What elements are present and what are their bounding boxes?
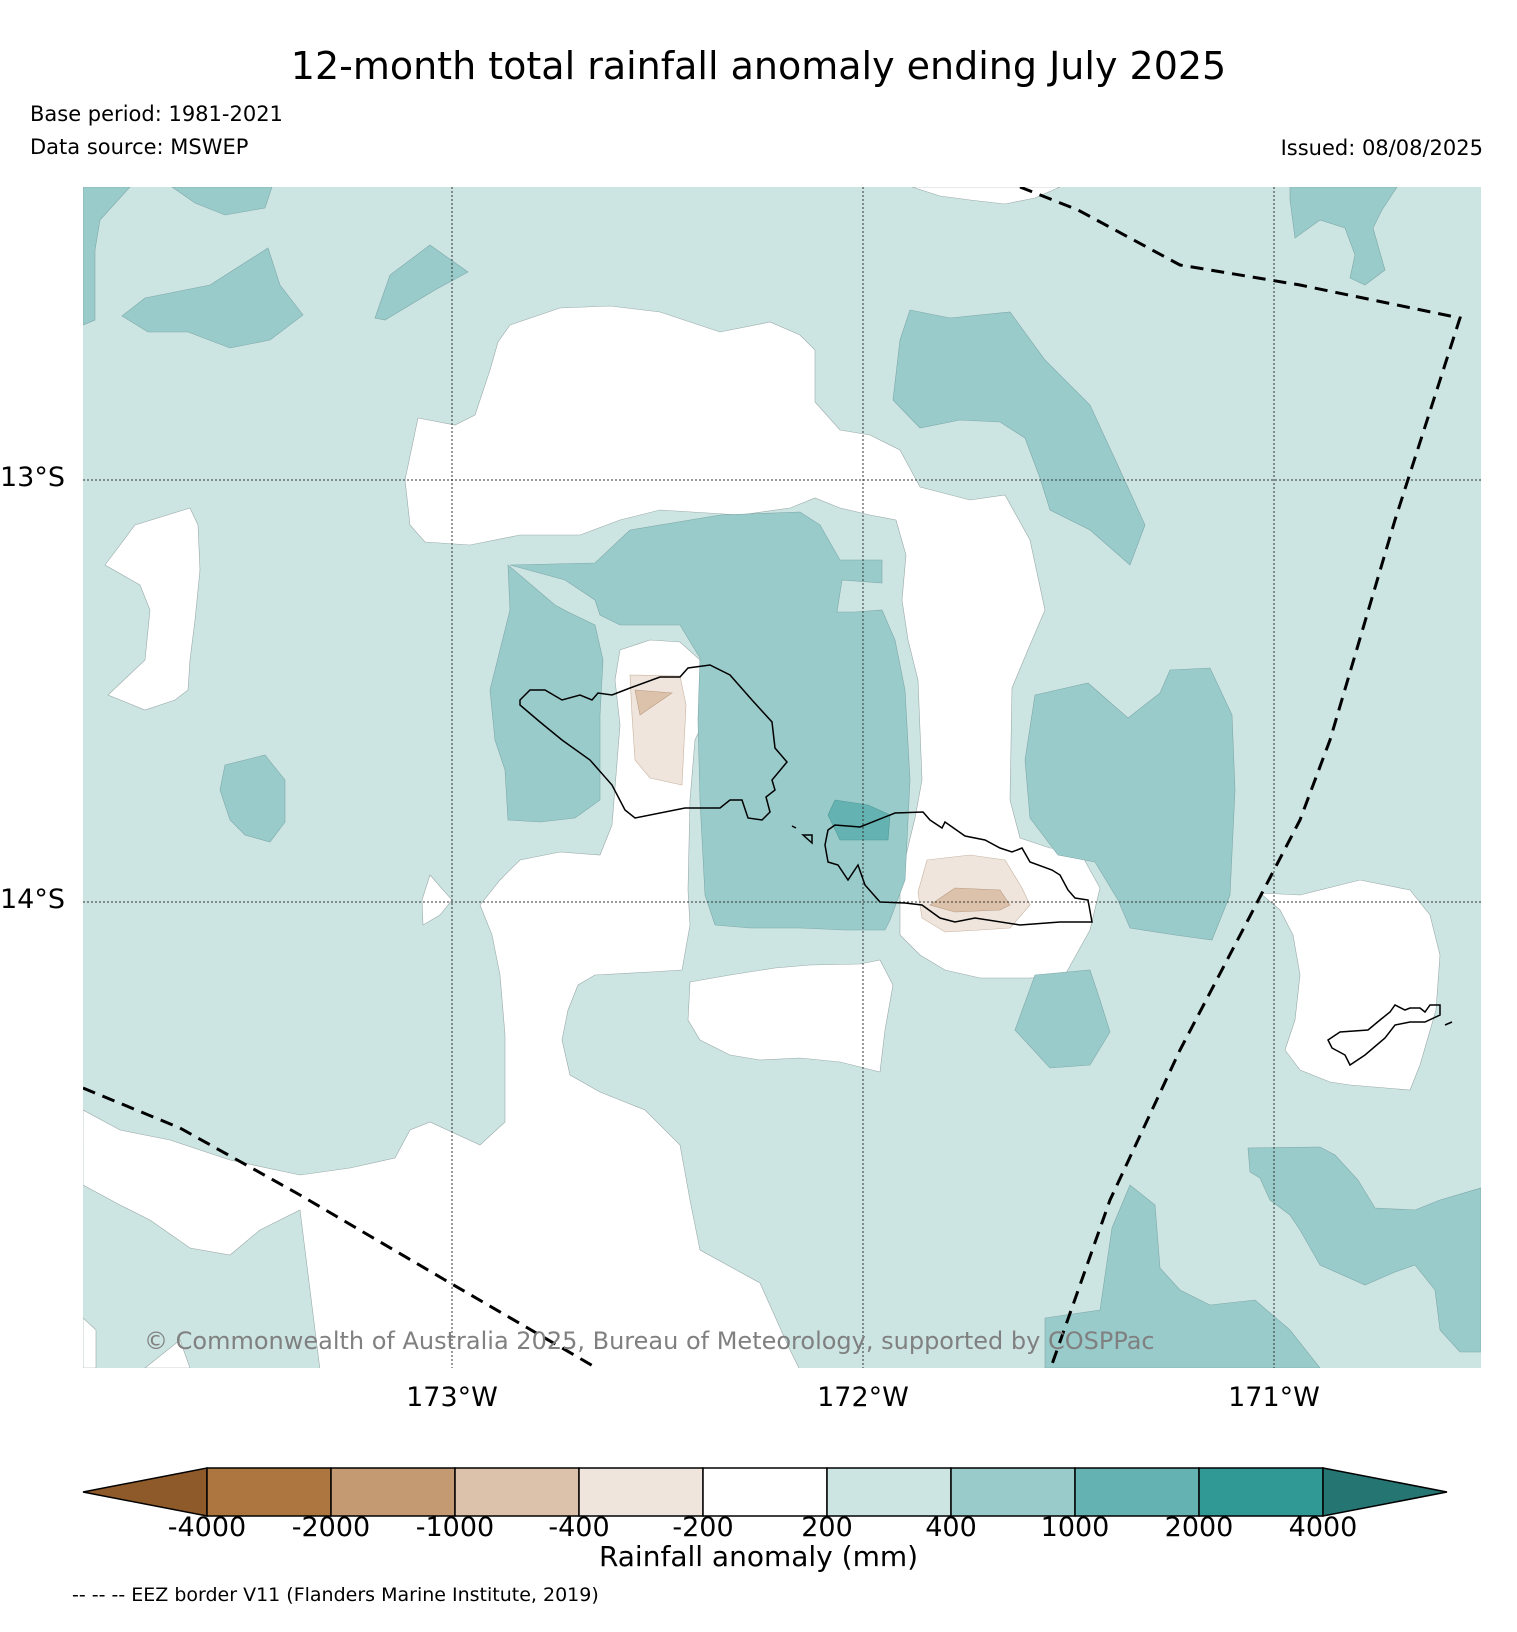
colorbar-tick-label: 2000 <box>1164 1512 1234 1543</box>
moderately-dry-anomaly-region <box>929 887 1011 913</box>
wet-anomaly-region <box>1024 667 1236 941</box>
islet-coastline <box>801 834 813 845</box>
eez-border-line <box>1019 187 1462 1368</box>
wet-anomaly-region <box>892 309 1146 566</box>
lon-tick-label: 171°W <box>1228 1382 1320 1413</box>
colorbar-tick-label: 4000 <box>1288 1512 1358 1543</box>
lon-tick-label: 173°W <box>406 1382 498 1413</box>
wet-anomaly-region <box>171 187 273 216</box>
colorbar-segment <box>950 1467 1076 1517</box>
colorbar-segment <box>702 1467 828 1517</box>
lat-tick-label: 13°S <box>0 462 65 493</box>
colorbar-title: Rainfall anomaly (mm) <box>598 1540 919 1573</box>
wet-anomaly-region <box>1289 187 1398 286</box>
eez-border-line <box>83 1086 600 1368</box>
colorbar-tick-label: 200 <box>801 1512 853 1543</box>
near-normal-region <box>83 1317 97 1368</box>
colorbar-tick-label: -200 <box>672 1512 734 1543</box>
wet-anomaly-region <box>83 187 131 326</box>
moderately-dry-anomaly-region <box>634 689 673 716</box>
colorbar-segment <box>454 1467 580 1517</box>
colorbar-segment <box>826 1467 952 1517</box>
colorbar-segment <box>330 1467 456 1517</box>
wet-anomaly-region <box>509 511 911 931</box>
near-normal-region <box>1259 879 1441 1091</box>
copyright-notice: © Commonwealth of Australia 2025, Bureau… <box>144 1327 1155 1355</box>
lat-tick-label: 14°S <box>0 884 65 915</box>
near-normal-region <box>104 507 201 711</box>
issued-date: Issued: 08/08/2025 <box>1280 136 1483 160</box>
wet-anomaly-region <box>489 564 604 823</box>
colorbar-tick-label: -1000 <box>415 1512 495 1543</box>
colorbar-extend-high <box>1322 1467 1448 1517</box>
colorbar-segment <box>1074 1467 1200 1517</box>
chart-title: 12-month total rainfall anomaly ending J… <box>290 44 1227 88</box>
base-period: Base period: 1981-2021 <box>30 102 283 126</box>
colorbar-tick-label: -400 <box>548 1512 610 1543</box>
colorbar-tick-label: 400 <box>925 1512 977 1543</box>
colorbar-segment <box>1198 1467 1324 1517</box>
near-normal-region <box>404 305 1101 979</box>
wet-anomaly-region <box>1044 1184 1321 1368</box>
tutuila-coastline <box>1327 1004 1441 1067</box>
very-wet-anomaly-region <box>827 799 891 841</box>
near-normal-region <box>911 187 1061 205</box>
colorbar-tick-label: 1000 <box>1040 1512 1110 1543</box>
wet-anomaly-region <box>219 754 286 843</box>
near-normal-region <box>144 1339 191 1368</box>
colorbar <box>82 1467 1448 1517</box>
colorbar-extend-low <box>82 1467 208 1517</box>
data-source: Data source: MSWEP <box>30 135 249 159</box>
gridlines <box>83 187 1481 1368</box>
islet-coastline <box>1444 1021 1453 1026</box>
wet-anomaly-region <box>1014 969 1111 1069</box>
near-normal-region <box>687 959 894 1073</box>
colorbar-segment <box>578 1467 704 1517</box>
savaii-coastline <box>519 664 788 821</box>
wet-anomaly-region <box>121 247 304 349</box>
upolu-coastline <box>824 811 1093 926</box>
wet-anomaly-region <box>1247 1146 1481 1353</box>
eez-footnote: -- -- -- EEZ border V11 (Flanders Marine… <box>72 1584 599 1606</box>
near-normal-region <box>421 874 453 926</box>
colorbar-segment <box>206 1467 332 1517</box>
lon-tick-label: 172°W <box>817 1382 909 1413</box>
wet-anomaly-region <box>374 244 469 321</box>
near-normal-region <box>83 639 800 1368</box>
colorbar-tick-label: -4000 <box>167 1512 247 1543</box>
islet-coastline <box>791 825 797 829</box>
colorbar-tick-label: -2000 <box>291 1512 371 1543</box>
